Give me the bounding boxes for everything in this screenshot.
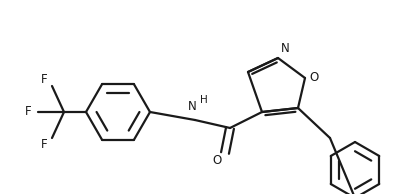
Text: O: O [212,154,221,167]
Text: N: N [280,42,289,55]
Text: F: F [24,106,31,119]
Text: F: F [41,138,47,151]
Text: N: N [187,100,196,113]
Text: H: H [200,95,207,105]
Text: O: O [309,72,318,85]
Text: F: F [41,74,47,87]
